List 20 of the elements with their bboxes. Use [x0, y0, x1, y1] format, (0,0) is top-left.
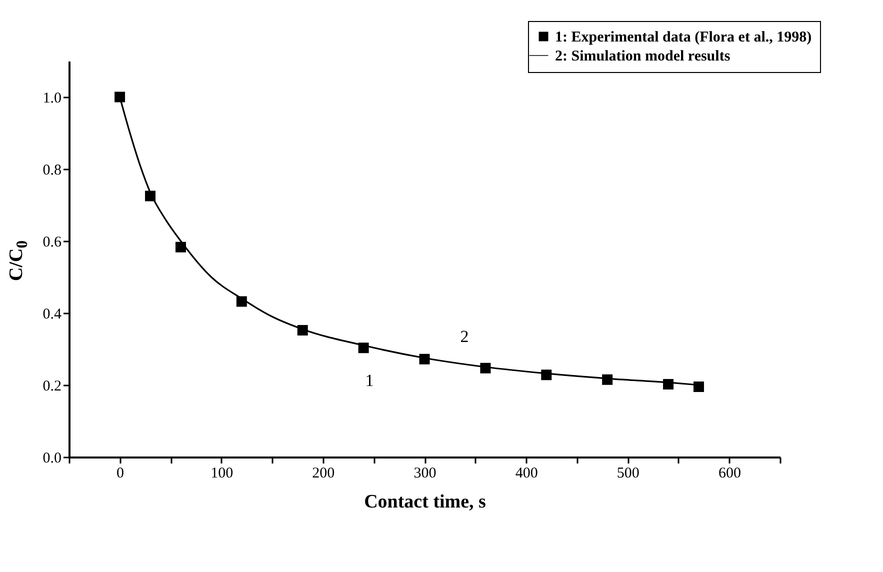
y-tick-label: 0.0	[42, 450, 62, 466]
x-tick-label: 500	[616, 466, 640, 482]
point	[175, 242, 186, 252]
point	[694, 382, 704, 392]
x-axis-title: Contact time, s	[364, 492, 486, 512]
y-tick-label: 0.8	[42, 162, 62, 178]
x-tick-label: 300	[414, 466, 436, 482]
y-tick-label: 1.0	[42, 90, 62, 106]
x-tick-label: 0	[116, 466, 124, 482]
x-tick-label: 400	[515, 466, 538, 482]
annotation: 1	[365, 371, 374, 390]
annotation: 2	[460, 327, 469, 346]
x-tick-label: 100	[210, 466, 234, 482]
y-tick-label: 0.6	[42, 234, 62, 250]
x-tick-label: 200	[312, 466, 335, 482]
legend-label: 2: Simulation model results	[555, 48, 730, 64]
y-tick-label: 0.2	[42, 378, 62, 394]
y-tick-label: 0.4	[42, 306, 62, 322]
x-tick-label: 600	[718, 466, 741, 482]
legend-label: 1: Experimental data (Flora et al., 1998)	[555, 30, 812, 46]
